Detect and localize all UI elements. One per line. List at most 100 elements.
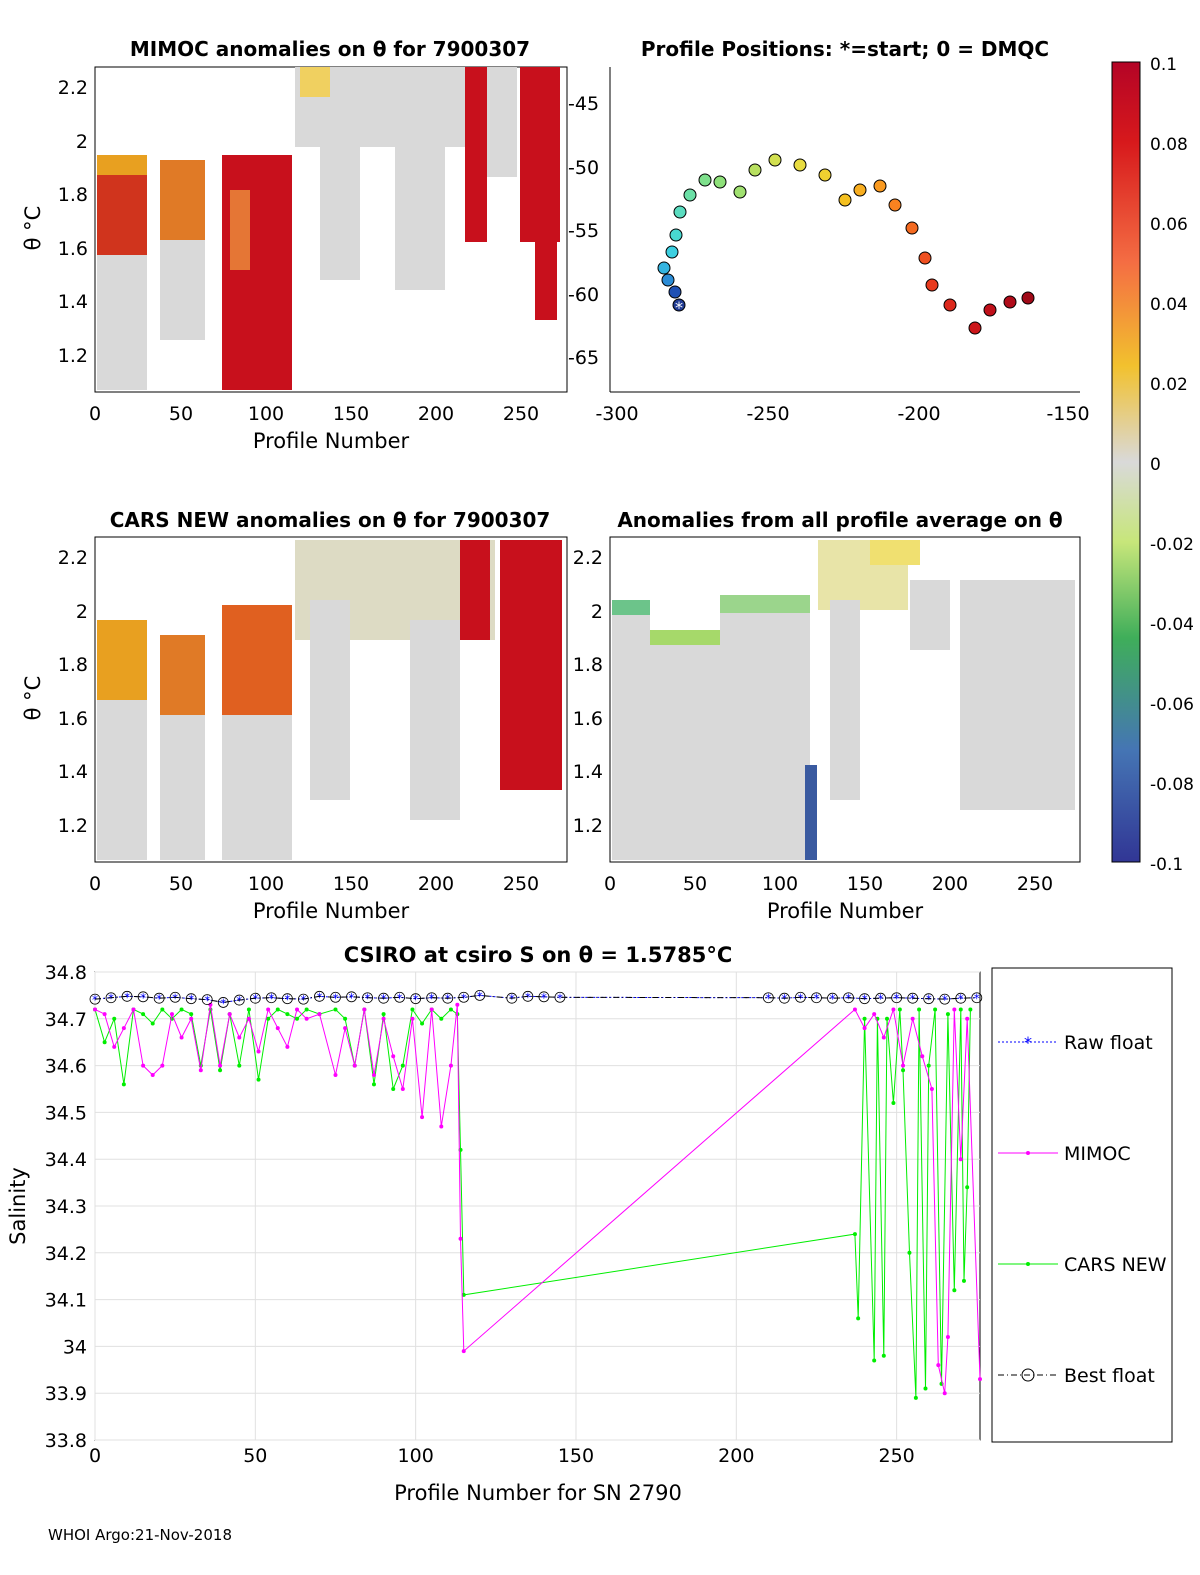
avg-panel: Anomalies from all profile average on θ … — [573, 508, 1081, 923]
mimoc-point — [275, 1026, 280, 1031]
positions-xtick-label: -150 — [1046, 403, 1089, 425]
best-float-point — [89, 993, 101, 1005]
mimoc-point — [910, 1016, 915, 1021]
best-float-point — [105, 992, 117, 1004]
colorbar-tick-label: -0.06 — [1150, 695, 1194, 715]
cars-panel: CARS NEW anomalies on θ for 7900307 0 50… — [21, 508, 568, 923]
mimoc-point — [246, 1016, 251, 1021]
raw-float-point: * — [220, 996, 226, 1010]
salinity-xtick-label: 0 — [89, 1445, 101, 1467]
cars-new-point — [295, 1016, 300, 1021]
cars-new-point — [266, 1016, 271, 1021]
positions-xticks: -300 -250 -200 -150 — [595, 403, 1089, 425]
mimoc-xtick-label: 100 — [248, 403, 284, 425]
mimoc-xtick-label: 250 — [503, 403, 539, 425]
mimoc-point — [93, 1007, 97, 1012]
positions-xtick-label: -300 — [595, 403, 638, 425]
series-line-mimoc — [94, 1004, 981, 1394]
cars-xtick-label: 150 — [333, 873, 369, 895]
raw-float-point: * — [172, 991, 178, 1005]
raw-float-point: * — [381, 992, 387, 1006]
cars-new-point — [410, 1007, 415, 1012]
cars-xlabel: Profile Number — [253, 899, 410, 923]
salinity-yticks: 33.8 33.9 34 34.1 34.2 34.3 34.4 34.5 34.6 34.7 34… — [45, 962, 87, 1452]
salinity-xtick-label: 100 — [398, 1445, 434, 1467]
cars-new-point — [391, 1087, 396, 1091]
salinity-ytick-label: 34.7 — [45, 1009, 87, 1031]
cars-ytick-label: 2 — [76, 601, 88, 623]
mimoc-point — [920, 1054, 925, 1059]
salinity-ytick-label: 33.9 — [45, 1383, 87, 1405]
colorbar-tick-label: 0.1 — [1150, 55, 1177, 75]
best-float-point — [153, 992, 165, 1004]
cars-new-point — [968, 1007, 973, 1012]
mimoc-point — [102, 1012, 107, 1017]
cars-new-point — [891, 1101, 896, 1106]
best-float-point — [346, 991, 357, 1003]
raw-float-point: * — [974, 992, 980, 1006]
salinity-xtick-label: 150 — [558, 1445, 594, 1467]
cars-new-point — [112, 1016, 117, 1021]
positions-yticks: -45 -50 -55 -60 -65 — [568, 93, 599, 369]
mimoc-xticks: 0 50 100 150 200 250 — [89, 403, 539, 425]
mimoc-point — [317, 1012, 322, 1017]
cars-title: CARS NEW anomalies on θ for 7900307 — [110, 508, 551, 532]
cars-ytick-label: 1.6 — [58, 708, 88, 730]
mimoc-point — [429, 1007, 434, 1012]
raw-float-point: * — [813, 992, 819, 1006]
cars-new-point — [933, 1007, 938, 1012]
mimoc-point — [266, 1007, 271, 1012]
colorbar-tick-label: -0.08 — [1150, 775, 1194, 795]
cars-heatmap — [97, 540, 562, 860]
raw-float-point: * — [461, 991, 467, 1005]
best-float-point — [137, 991, 149, 1003]
raw-float-point: * — [397, 991, 403, 1005]
best-float-point — [394, 991, 406, 1003]
cars-new-point — [333, 1007, 338, 1012]
cars-new-point — [246, 1007, 251, 1012]
avg-xtick-label: 0 — [604, 873, 616, 895]
cars-new-point — [381, 1012, 386, 1017]
legend-label: CARS NEW — [1064, 1254, 1167, 1276]
cars-new-point — [400, 1063, 405, 1068]
best-float-point — [442, 992, 454, 1004]
raw-float-point: * — [781, 992, 787, 1006]
best-float-point — [827, 992, 838, 1004]
best-float-point — [426, 992, 438, 1004]
positions-panel: Profile Positions: *=start; 0 = DMQC — [568, 37, 1090, 425]
raw-float-point: * — [958, 992, 964, 1006]
mimoc-point — [400, 1087, 405, 1091]
mimoc-point — [439, 1124, 444, 1129]
mimoc-point — [237, 1035, 242, 1040]
salinity-grid — [94, 971, 980, 1441]
best-float-point — [923, 993, 935, 1005]
salinity-panel: CSIRO at csiro S on θ = 1.5785°C * * * * * * *… — [6, 943, 1173, 1505]
cars-yticks: 2.2 2 1.8 1.6 1.4 1.2 — [58, 547, 88, 837]
mimoc-point — [891, 1007, 896, 1012]
raw-float-point: * — [894, 992, 900, 1006]
raw-float-point: * — [525, 990, 531, 1004]
colorbar-tick-label: -0.1 — [1150, 855, 1183, 875]
mimoc-point — [343, 1026, 348, 1031]
cars-new-point — [965, 1185, 970, 1190]
best-float-point — [795, 991, 806, 1003]
salinity-xtick-label: 50 — [243, 1445, 267, 1467]
cars-new-point — [160, 1007, 165, 1012]
mimoc-ytick-label: 2 — [76, 131, 88, 153]
positions-ytick-label: -60 — [568, 284, 599, 306]
best-float-point — [474, 990, 486, 1001]
mimoc-ylabel: θ °C — [21, 206, 45, 251]
colorbar-ticks: 0.1 0.08 0.06 0.04 0.02 0 -0.02 -0.04 -0… — [1150, 55, 1194, 875]
cars-new-point — [897, 1007, 902, 1012]
cars-ytick-label: 1.8 — [58, 654, 88, 676]
raw-float-point: * — [332, 991, 338, 1005]
best-float-point — [522, 990, 534, 1002]
mimoc-ytick-label: 2.2 — [58, 77, 88, 99]
raw-float-point: * — [156, 992, 162, 1006]
best-float-point — [265, 992, 277, 1004]
mimoc-point — [112, 1044, 117, 1049]
best-float-point — [217, 997, 229, 1008]
cars-new-point — [881, 1353, 886, 1358]
raw-float-point: * — [765, 992, 771, 1006]
